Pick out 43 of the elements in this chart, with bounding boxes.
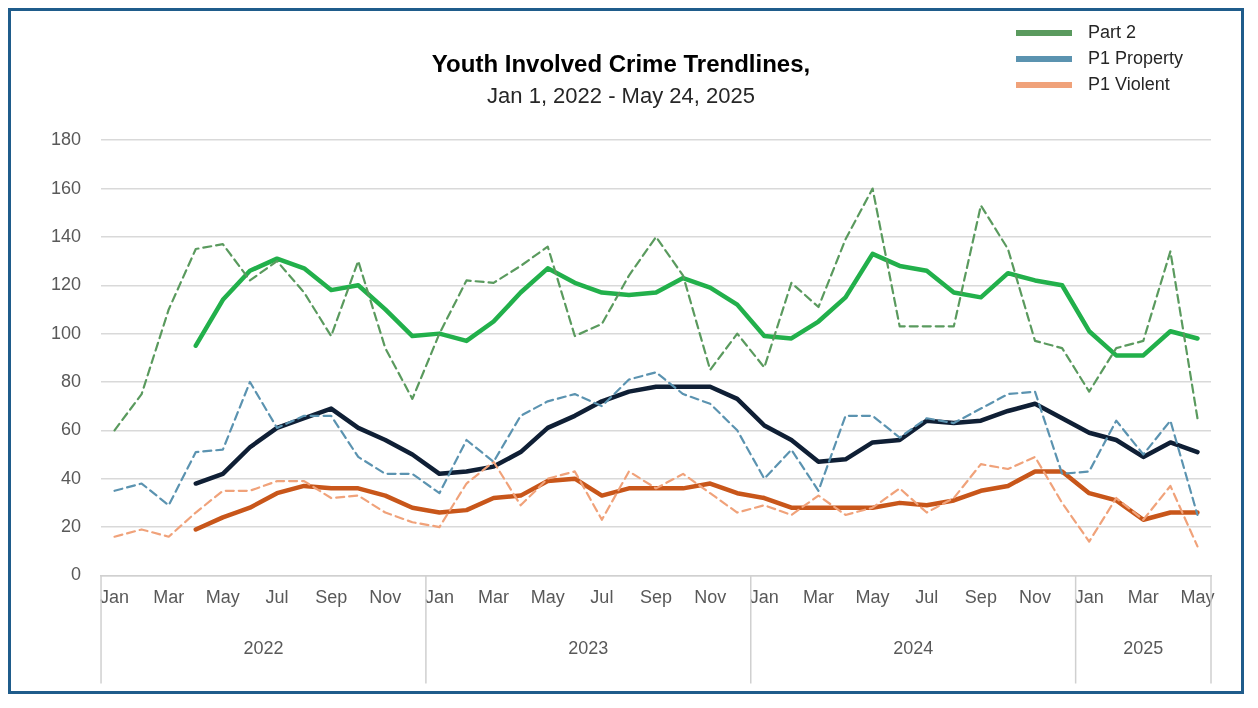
x-tick-label: Mar [153,587,185,608]
y-tick-label: 140 [50,225,82,246]
x-tick-label: Jan [424,587,454,608]
x-tick-label: Sep [640,587,673,608]
y-tick-label: 80 [61,370,82,391]
x-tick-label: Jul [590,587,614,608]
text: 2024 [893,638,934,659]
text: 2022 [243,638,284,659]
line-series [113,371,1199,517]
x-tick-label: Sep [315,587,348,608]
x-tick-label: Jan [749,587,779,608]
x-tick-label: May [530,587,565,608]
line-series [113,187,1199,432]
legend-label: Part 2 [1088,21,1137,42]
y-tick-label: 180 [50,129,82,150]
x-tick-label: May [1180,587,1215,608]
x-tick-label: Nov [694,587,727,608]
x-tick-label: Mar [802,587,834,608]
x-tick-label: Jan [1074,587,1104,608]
x-tick-label: Sep [964,587,997,608]
chart-subtitle: Jan 1, 2022 - May 24, 2025 [487,83,755,109]
y-tick-label: 100 [50,322,82,343]
line-series [113,455,1199,548]
x-tick-label: May [855,587,890,608]
x-tick-label: Nov [369,587,402,608]
chart-title: Youth Involved Crime Trendlines, [431,50,811,78]
y-tick-label: 120 [50,274,82,295]
y-tick-label: 0 [71,564,82,585]
text: 2023 [568,638,609,659]
legend-label: P1 Property [1088,47,1184,68]
x-tick-label: Mar [478,587,510,608]
text: 2025 [1123,638,1164,659]
x-tick-label: Jan [100,587,130,608]
y-tick-label: 40 [61,467,82,488]
legend-label: P1 Violent [1088,73,1170,94]
x-tick-label: Jul [265,587,289,608]
x-tick-label: May [205,587,240,608]
x-tick-label: Mar [1127,587,1159,608]
x-tick-label: Jul [915,587,939,608]
x-tick-label: Nov [1019,587,1052,608]
y-tick-label: 160 [50,177,82,198]
y-tick-label: 60 [61,419,82,440]
y-tick-label: 20 [61,516,82,537]
